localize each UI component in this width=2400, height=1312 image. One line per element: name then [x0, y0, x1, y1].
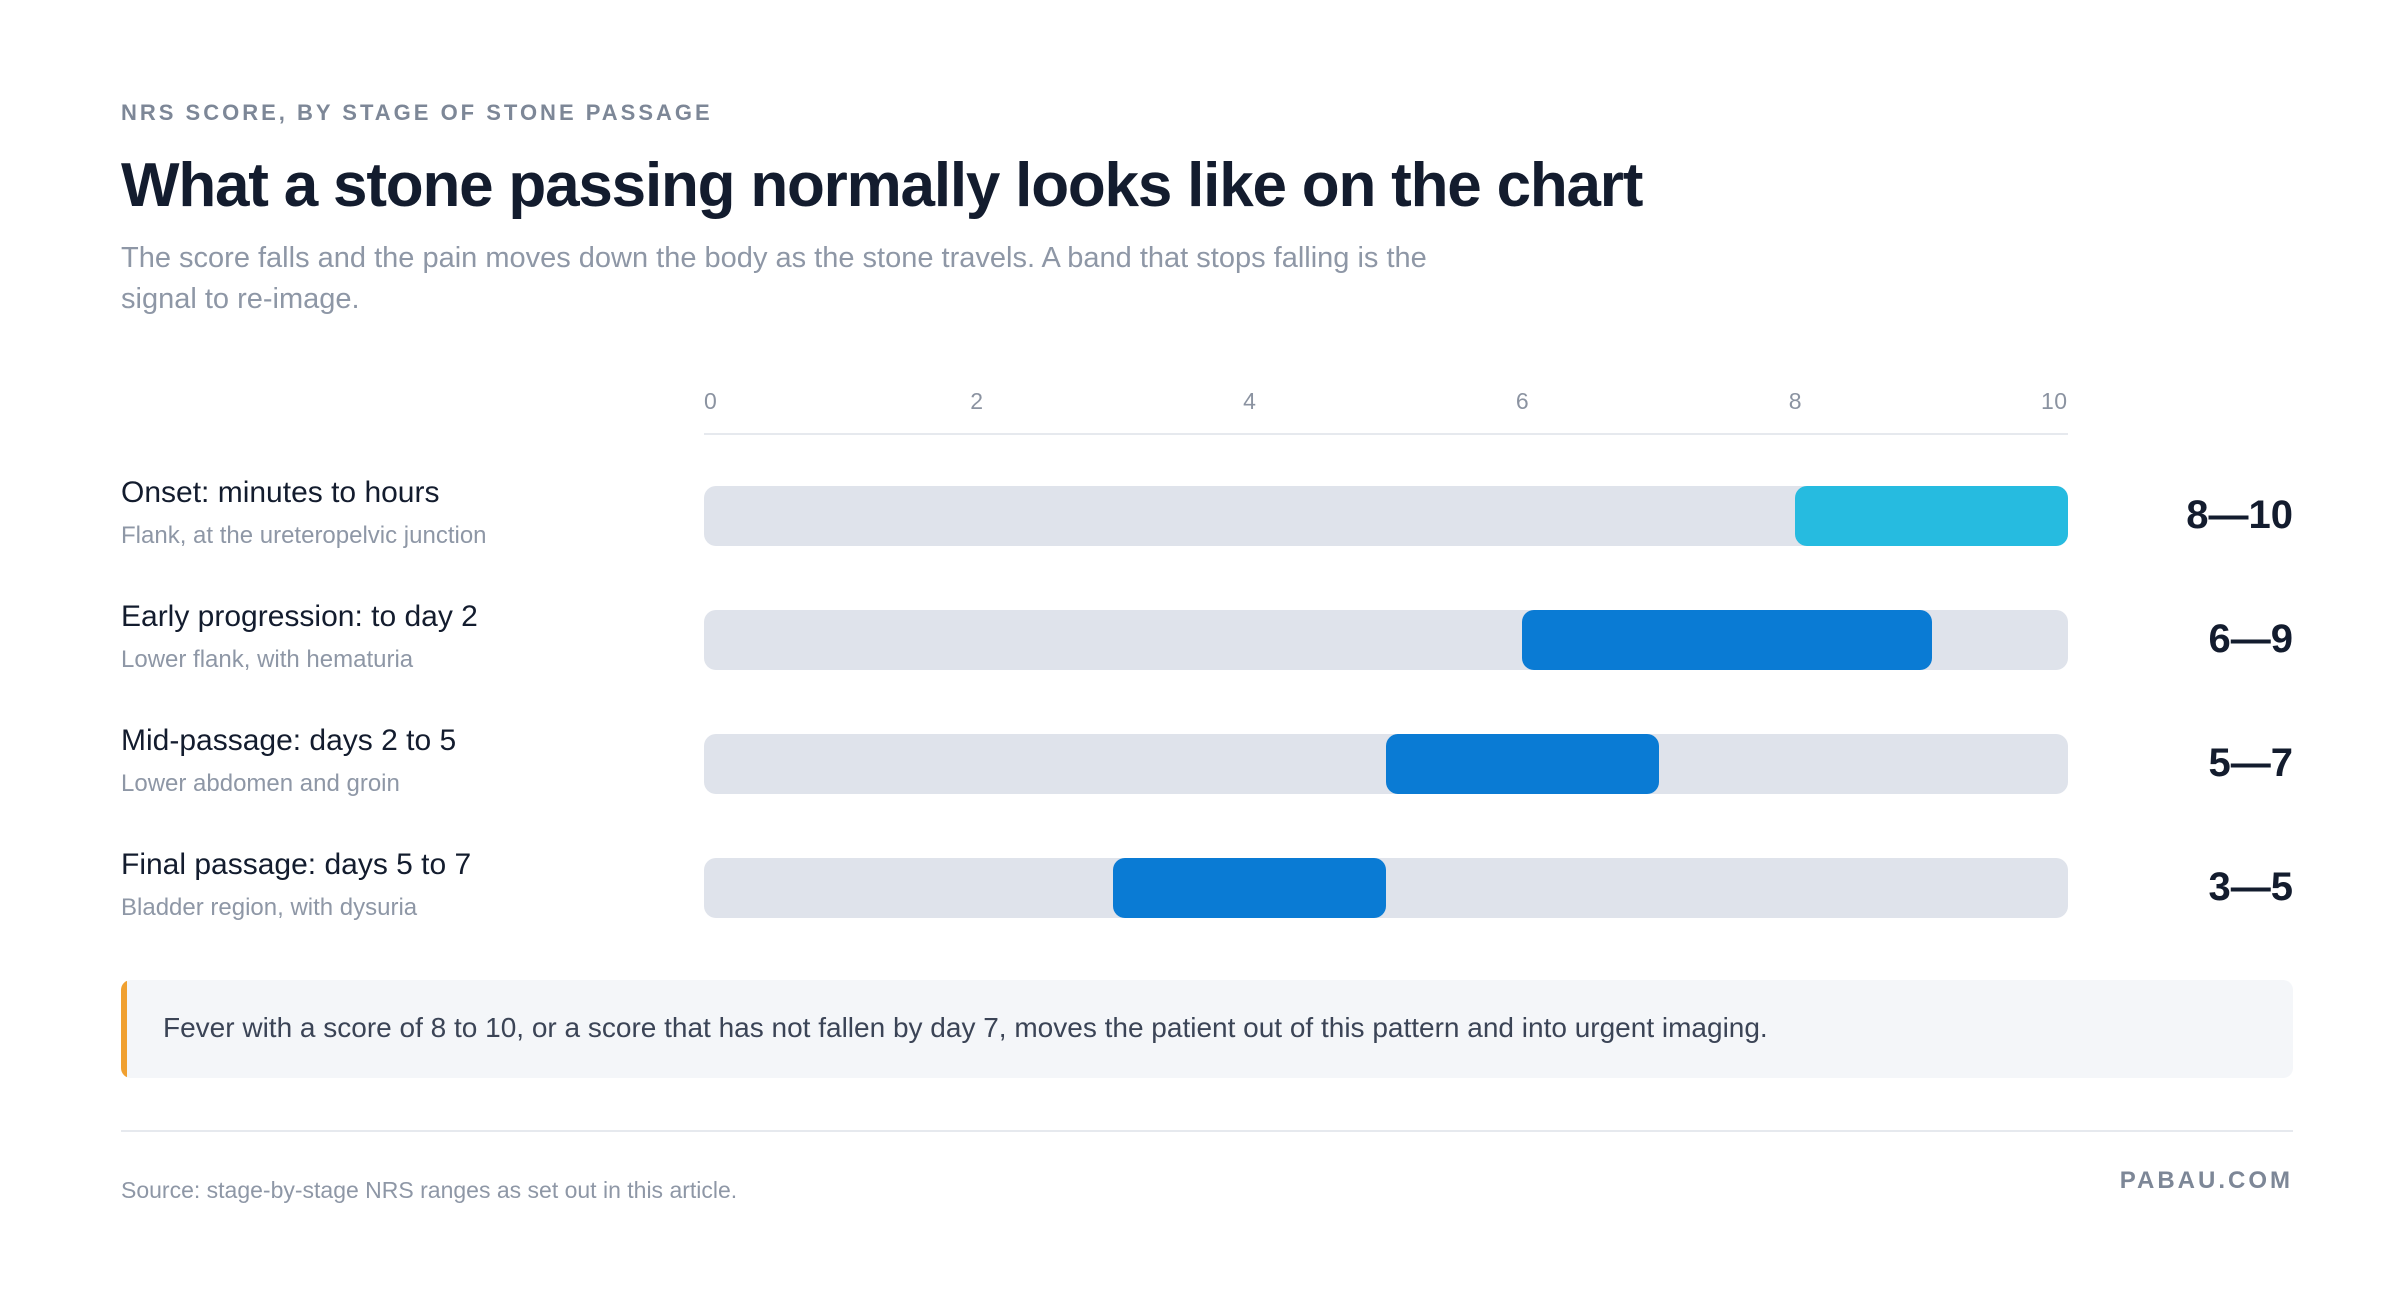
- range-bar: [1522, 610, 1932, 670]
- x-axis-line: [704, 433, 2068, 435]
- x-tick-label: 8: [1788, 388, 1802, 414]
- eyebrow-label: NRS SCORE, BY STAGE OF STONE PASSAGE: [121, 100, 713, 125]
- range-bar: [1113, 858, 1386, 918]
- row-sublabel: Bladder region, with dysuria: [121, 894, 418, 921]
- x-axis: 0 2 4 6 8 10: [704, 388, 2068, 436]
- footer-divider: [121, 1130, 2293, 1132]
- range-bar: [1386, 734, 1659, 794]
- brand-label: PABAU.COM: [2119, 1167, 2293, 1194]
- range-value-label: 6—9: [2208, 617, 2294, 661]
- range-value-label: 5—7: [2208, 741, 2294, 785]
- chart-title: What a stone passing normally looks like…: [121, 151, 1643, 220]
- row-label: Mid-passage: days 2 to 5: [121, 724, 457, 757]
- callout-accent-bar: [121, 980, 127, 1078]
- row-label: Final passage: days 5 to 7: [121, 848, 472, 881]
- bar-track: [704, 610, 2068, 670]
- bar-track: [704, 858, 2068, 918]
- callout-text: Fever with a score of 8 to 10, or a scor…: [163, 1012, 1768, 1043]
- range-value-label: 3—5: [2208, 865, 2294, 909]
- row-sublabel: Flank, at the ureteropelvic junction: [121, 522, 487, 549]
- range-value-label: 8—10: [2186, 493, 2293, 537]
- x-tick-label: 4: [1243, 388, 1257, 414]
- x-tick-label: 6: [1515, 388, 1530, 414]
- bar-track: [704, 734, 2068, 794]
- x-tick-label: 2: [970, 388, 984, 414]
- chart-subtitle: The score falls and the pain moves down …: [121, 242, 1427, 315]
- x-tick-label: 10: [2041, 388, 2068, 414]
- bar-track: [704, 486, 2068, 546]
- row-sublabel: Lower abdomen and groin: [121, 770, 400, 797]
- range-bar: [1795, 486, 2068, 546]
- row-sublabel: Lower flank, with hematuria: [121, 646, 414, 673]
- x-tick-label: 0: [704, 388, 718, 414]
- callout-box: Fever with a score of 8 to 10, or a scor…: [121, 980, 2293, 1078]
- source-note: Source: stage-by-stage NRS ranges as set…: [121, 1177, 738, 1203]
- row-label: Onset: minutes to hours: [121, 476, 440, 509]
- row-label: Early progression: to day 2: [121, 600, 478, 633]
